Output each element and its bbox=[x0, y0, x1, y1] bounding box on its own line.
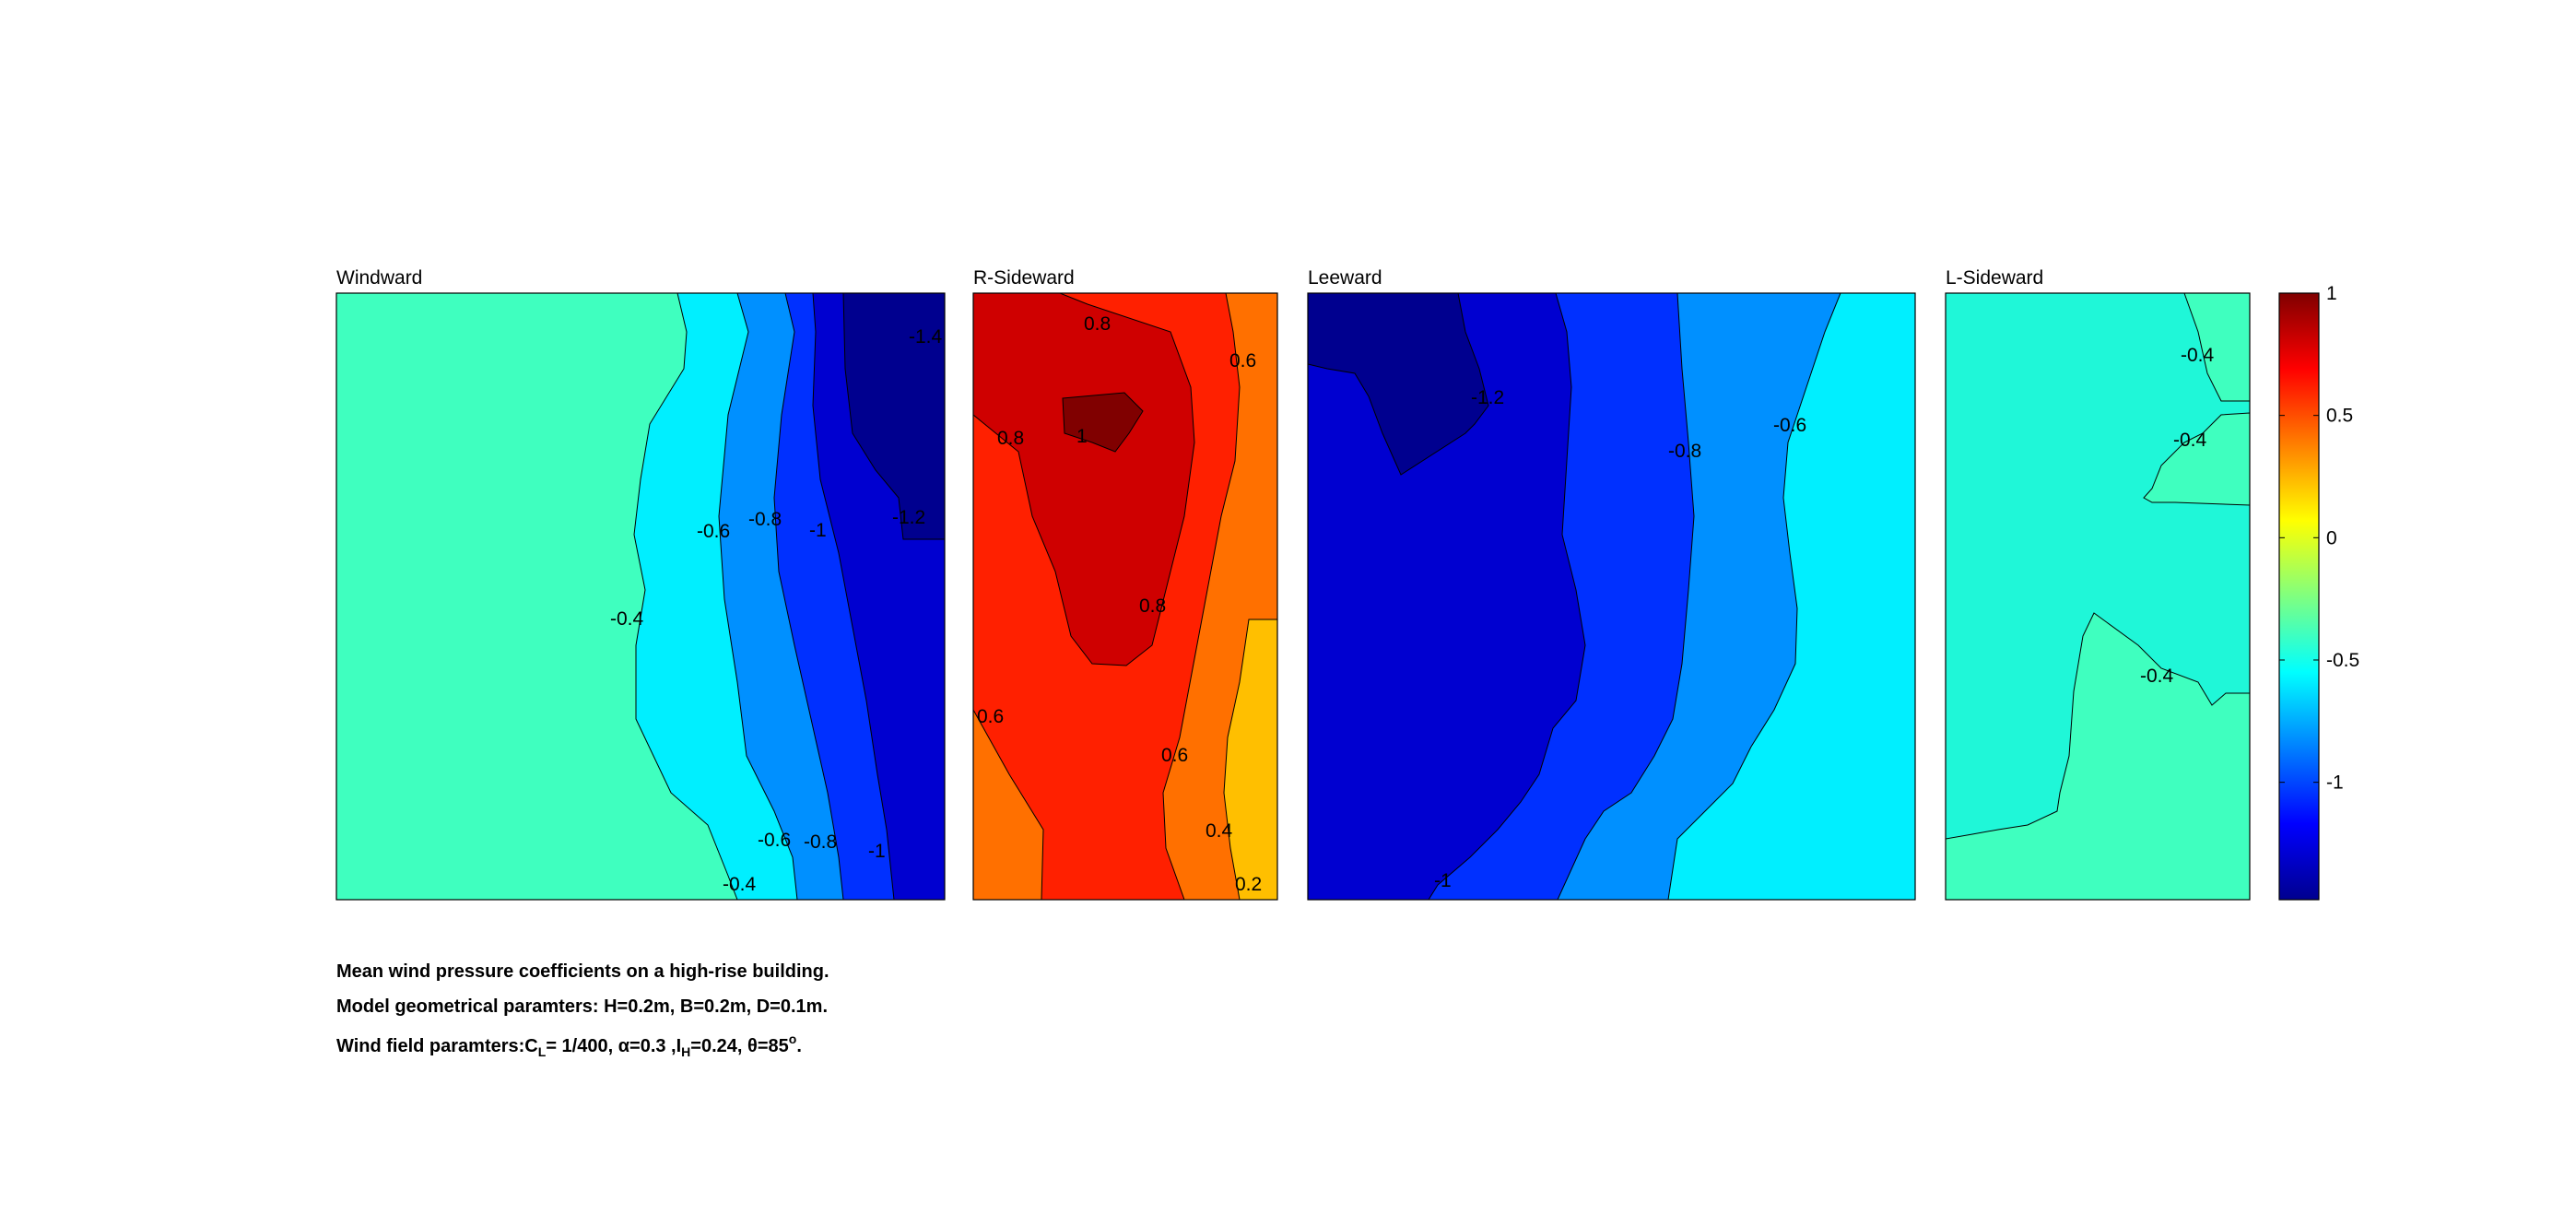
l-sideward-contour-label: -0.4 bbox=[2173, 430, 2207, 451]
caption-line-3-sub: H bbox=[681, 1044, 691, 1059]
windward-contour-label: -1 bbox=[868, 841, 886, 862]
l-sideward-panel: L-Sideward -0.4 -0.4 -0.4 bbox=[1945, 267, 2251, 901]
r-sideward-contour-label: 0.4 bbox=[1206, 820, 1233, 842]
leeward-band-m12 bbox=[1307, 292, 1586, 901]
windward-contour-label: -1 bbox=[809, 520, 827, 541]
colorbar-tick-label: -1 bbox=[2326, 772, 2344, 794]
r-sideward-contour-label: 0.6 bbox=[977, 706, 1004, 727]
caption-line-3-part: =0.3 ,I bbox=[629, 1036, 682, 1056]
caption-line-3-sup: o bbox=[788, 1031, 797, 1046]
windward-frame bbox=[335, 292, 946, 901]
windward-contour-label: -0.8 bbox=[748, 509, 782, 530]
windward-contour-label: -0.4 bbox=[723, 874, 757, 895]
l-sideward-band-m04-mid bbox=[2143, 412, 2251, 506]
l-sideward-band-m04-bottom bbox=[1945, 612, 2251, 901]
r-sideward-frame bbox=[972, 292, 1278, 901]
caption-alpha-symbol: α bbox=[618, 1036, 630, 1056]
leeward-contour-label: -1 bbox=[1434, 870, 1452, 891]
r-sideward-contour-label: 0.8 bbox=[1139, 595, 1166, 617]
windward-contour-label: -1.2 bbox=[892, 507, 925, 528]
r-sideward-panel: R-Sideward 0.8 0.8 1 0.6 0.8 0.6 0.6 0.4… bbox=[972, 267, 1278, 901]
r-sideward-contour-label: 1 bbox=[1076, 426, 1088, 447]
colorbar-tick-label: 0.5 bbox=[2326, 406, 2353, 427]
leeward-contour-label: -0.8 bbox=[1668, 441, 1701, 462]
r-sideward-contour-label: 0.6 bbox=[1229, 350, 1256, 371]
colorbar-gradient bbox=[2278, 292, 2320, 901]
colorbar-tick-label: -0.5 bbox=[2326, 650, 2359, 671]
caption-line-3-part: Wind field paramters:C bbox=[336, 1036, 538, 1056]
r-sideward-band-p08 bbox=[972, 292, 1195, 666]
l-sideward-contour-label: -0.4 bbox=[2140, 666, 2174, 687]
leeward-panel: Leeward -1.2 -0.8 -0.6 -1 bbox=[1307, 267, 1916, 901]
l-sideward-title: L-Sideward bbox=[1946, 267, 2043, 289]
colorbar-tick-label: 0 bbox=[2326, 527, 2337, 548]
windward-panel: Windward -1.4 -1.2 -1 -0.8 -0.6 -0.4 -0.… bbox=[335, 267, 946, 901]
r-sideward-band-p10 bbox=[1062, 392, 1144, 453]
windward-contour-label: -0.8 bbox=[804, 831, 837, 853]
l-sideward-contour-label: -0.4 bbox=[2181, 345, 2215, 366]
caption-line-3-part: . bbox=[796, 1036, 802, 1056]
colorbar: 1 0.5 0 -0.5 -1 bbox=[2278, 283, 2359, 901]
caption-line-3: Wind field paramters:CL= 1/400, α=0.3 ,I… bbox=[336, 1031, 802, 1059]
leeward-frame bbox=[1307, 292, 1916, 901]
caption-line-3-part: =85 bbox=[757, 1036, 789, 1056]
colorbar-ticks: 1 0.5 0 -0.5 -1 bbox=[2279, 283, 2359, 794]
r-sideward-contour-label: 0.6 bbox=[1161, 745, 1188, 766]
windward-contour-label: -0.4 bbox=[610, 608, 644, 630]
r-sideward-title: R-Sideward bbox=[973, 267, 1075, 289]
leeward-contour-label: -1.2 bbox=[1471, 387, 1504, 408]
caption-line-2-text: Model geometrical paramters: H=0.2m, B=0… bbox=[336, 996, 828, 1017]
leeward-contour-label: -0.6 bbox=[1773, 415, 1806, 436]
windward-title: Windward bbox=[336, 267, 422, 289]
r-sideward-contour-label: 0.8 bbox=[1084, 313, 1111, 335]
caption-line-1: Mean wind pressure coefficients on a hig… bbox=[336, 961, 829, 983]
caption-line-3-sub: L bbox=[537, 1044, 547, 1059]
caption-line-3-part: =0.24, bbox=[690, 1036, 748, 1056]
l-sideward-frame bbox=[1945, 292, 2251, 901]
leeward-title: Leeward bbox=[1308, 267, 1382, 289]
windward-contour-label: -0.6 bbox=[758, 830, 791, 851]
r-sideward-contour-label: 0.8 bbox=[997, 428, 1024, 449]
caption-line-2: Model geometrical paramters: H=0.2m, B=0… bbox=[336, 996, 828, 1018]
caption-line-1-text: Mean wind pressure coefficients on a hig… bbox=[336, 961, 829, 982]
windward-contour-label: -1.4 bbox=[909, 326, 943, 348]
colorbar-tick-label: 1 bbox=[2326, 283, 2337, 304]
leeward-band-m14 bbox=[1307, 292, 1489, 476]
r-sideward-contour-label: 0.2 bbox=[1235, 874, 1262, 895]
caption-line-3-part: = 1/400, bbox=[546, 1036, 618, 1056]
caption-theta-symbol: θ bbox=[747, 1036, 758, 1056]
windward-contour-label: -0.6 bbox=[697, 521, 730, 542]
